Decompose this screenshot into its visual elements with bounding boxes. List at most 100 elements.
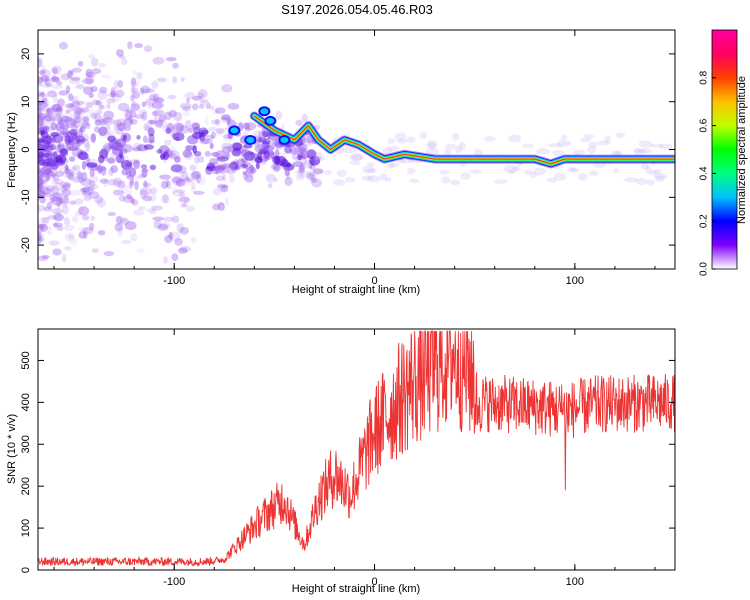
noise-blob: [45, 174, 51, 182]
noise-blob: [74, 135, 86, 143]
noise-blob: [349, 152, 364, 161]
noise-blob: [73, 176, 82, 183]
noise-blob: [440, 176, 451, 184]
noise-blob: [131, 77, 141, 86]
noise-blob: [80, 123, 87, 130]
noise-blob: [57, 225, 64, 231]
spectrogram-xlabel: Height of straight line (km): [292, 284, 420, 296]
noise-blob: [85, 75, 95, 85]
noise-blob: [200, 98, 209, 104]
noise-blob: [653, 173, 668, 180]
noise-blob: [568, 166, 577, 172]
noise-blob: [180, 77, 185, 82]
noise-blob: [142, 182, 152, 188]
noise-blob: [128, 180, 134, 189]
noise-blob: [132, 142, 143, 151]
noise-blob: [76, 100, 85, 106]
noise-blob: [177, 247, 188, 254]
noise-blob: [231, 166, 238, 172]
noise-blob: [51, 76, 60, 82]
noise-blob: [38, 150, 45, 158]
noise-blob: [192, 144, 198, 154]
noise-blob: [149, 164, 157, 171]
noise-blob: [163, 111, 173, 121]
noise-blob: [38, 83, 51, 88]
noise-blob: [613, 168, 620, 174]
noise-blob: [255, 162, 260, 170]
noise-blob: [38, 150, 44, 159]
noise-blob: [205, 102, 211, 110]
noise-blob: [47, 225, 53, 236]
noise-blob: [169, 146, 176, 156]
noise-blob: [46, 107, 58, 113]
noise-blob: [640, 162, 649, 170]
noise-blob: [615, 132, 626, 139]
noise-blob: [71, 134, 80, 144]
noise-blob: [40, 129, 45, 136]
noise-blob: [71, 99, 80, 108]
noise-blob: [122, 110, 132, 117]
noise-blob: [60, 73, 71, 81]
noise-blob: [300, 150, 309, 160]
noise-blob: [117, 102, 130, 112]
noise-blob: [342, 146, 357, 154]
noise-blob: [214, 108, 220, 115]
noise-blob: [67, 172, 75, 181]
noise-blob: [117, 155, 130, 165]
noise-blob: [43, 169, 55, 179]
noise-blob: [173, 122, 185, 132]
noise-blob: [659, 143, 673, 150]
noise-blob: [42, 187, 54, 195]
noise-blob: [221, 116, 232, 121]
noise-blob: [301, 113, 308, 123]
noise-blob: [52, 85, 64, 90]
noise-blob: [156, 119, 168, 129]
noise-blob: [140, 85, 151, 94]
noise-blob: [254, 145, 263, 153]
noise-blob: [38, 76, 43, 87]
noise-blob: [50, 122, 58, 131]
noise-blob: [179, 226, 189, 235]
noise-blob: [588, 141, 598, 148]
colorbar: 0.0 0.2 0.4 0.6 0.8 Normalized spectral ampl…: [699, 29, 748, 276]
noise-blob: [130, 81, 139, 89]
noise-blob: [82, 186, 91, 193]
noise-blob: [87, 185, 96, 191]
noise-blob: [141, 111, 148, 121]
noise-blob: [141, 101, 147, 108]
noise-blob: [610, 150, 623, 156]
noise-blob: [524, 169, 533, 176]
noise-blob: [154, 97, 164, 103]
noise-blob: [241, 148, 251, 158]
noise-blob: [72, 67, 82, 73]
noise-blob: [48, 167, 58, 177]
noise-blob: [150, 205, 163, 211]
noise-blob: [38, 156, 46, 167]
noise-blob: [66, 130, 77, 140]
noise-blob: [56, 106, 64, 112]
noise-blob: [112, 119, 123, 126]
noise-blob: [209, 142, 214, 150]
noise-blob: [648, 170, 658, 175]
noise-blob: [588, 170, 599, 176]
noise-blob: [121, 168, 129, 176]
noise-blob: [249, 164, 255, 173]
spectrogram-xtick-label: 100: [566, 275, 584, 287]
noise-blob: [70, 238, 78, 247]
noise-blob: [165, 179, 170, 188]
noise-blob: [110, 165, 119, 174]
noise-blob: [52, 191, 60, 198]
noise-blob: [38, 118, 45, 128]
noise-blob: [51, 176, 58, 187]
noise-blob: [58, 90, 69, 96]
noise-blob: [230, 161, 238, 170]
noise-blob: [455, 145, 463, 154]
noise-blob: [184, 151, 194, 161]
snr-xlabel: Height of straight line (km): [292, 583, 420, 595]
noise-blob: [125, 162, 132, 168]
noise-blob: [143, 122, 150, 132]
noise-blob: [284, 167, 290, 177]
noise-blob: [299, 157, 308, 167]
noise-blob: [41, 254, 50, 259]
noise-blob: [166, 181, 172, 190]
